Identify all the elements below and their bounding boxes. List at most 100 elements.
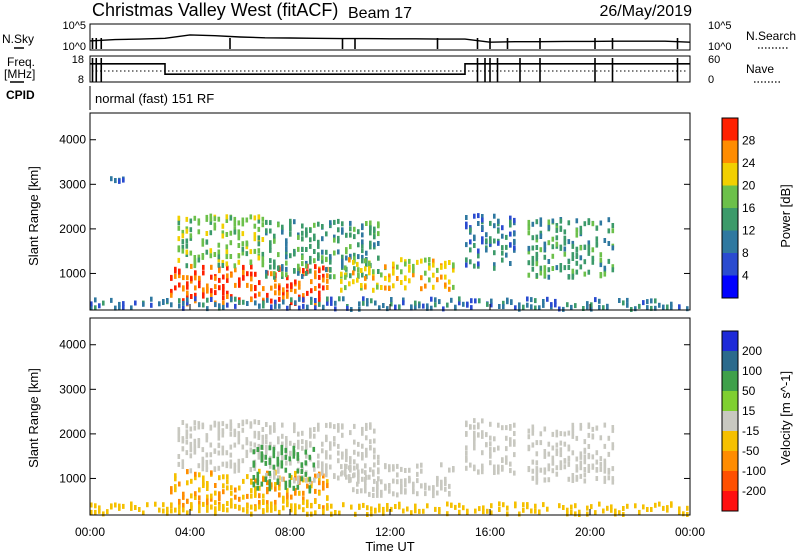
echo-cell (309, 427, 312, 433)
echo-cell (341, 258, 344, 264)
x-tick-label: 00:00 (675, 525, 705, 539)
echo-cell (372, 287, 375, 293)
echo-cell (534, 503, 537, 509)
echo-cell (214, 284, 217, 290)
echo-cell (579, 245, 583, 251)
echo-cell (414, 304, 417, 310)
echo-cell (202, 287, 205, 293)
echo-cell (373, 462, 376, 468)
echo-cell (686, 505, 689, 511)
echo-cell (189, 218, 193, 224)
echo-cell (352, 270, 355, 276)
echo-cell (298, 504, 301, 510)
colorbar-segment (722, 331, 738, 352)
echo-cell (185, 249, 189, 255)
echo-cell (205, 249, 209, 255)
echo-cell (218, 285, 221, 291)
echo-cell (309, 259, 312, 265)
echo-cell (281, 476, 284, 482)
echo-cell (595, 459, 599, 465)
echo-cell (380, 285, 383, 290)
echo-cell (535, 474, 539, 480)
echo-cell (233, 221, 237, 227)
echo-cell (190, 276, 193, 282)
echo-cell (583, 244, 587, 250)
echo-cell (361, 254, 364, 260)
colorbar-tick-label: 16 (742, 201, 756, 215)
echo-cell (514, 501, 517, 507)
echo-cell (214, 506, 217, 512)
echo-cell (353, 252, 356, 258)
echo-cell (424, 270, 427, 276)
echo-cell (194, 285, 197, 291)
echo-cell (177, 257, 181, 263)
colorbar-segment (722, 431, 738, 452)
echo-cell (477, 253, 480, 259)
echo-cell (318, 480, 321, 486)
colorbar-tick-label: -100 (742, 464, 766, 478)
echo-cell (177, 225, 181, 231)
echo-cell (341, 432, 344, 438)
echo-cell (378, 305, 381, 311)
echo-cell (611, 445, 615, 451)
echo-cell (382, 510, 385, 516)
echo-cell (591, 464, 595, 470)
echo-cell (238, 299, 241, 305)
echo-cell (591, 434, 595, 440)
echo-cell (246, 503, 249, 509)
echo-cell (377, 467, 380, 473)
echo-cell (222, 295, 225, 301)
echo-cell (233, 263, 237, 269)
echo-cell (579, 422, 583, 428)
echo-cell (181, 244, 185, 250)
echo-cell (364, 476, 367, 482)
echo-cell (122, 503, 125, 509)
echo-cell (102, 300, 105, 306)
echo-cell (424, 491, 427, 497)
echo-cell (599, 456, 603, 462)
echo-cell (362, 296, 365, 302)
echo-cell (547, 274, 551, 280)
echo-cell (555, 451, 559, 457)
echo-cell (274, 506, 277, 512)
echo-cell (281, 229, 284, 235)
echo-cell (317, 239, 320, 245)
echo-cell (174, 473, 177, 479)
y-tick-label: 3000 (59, 382, 86, 396)
echo-cell (469, 239, 472, 245)
echo-cell (349, 244, 352, 250)
echo-cell (286, 488, 289, 494)
echo-cell (277, 451, 280, 457)
echo-cell (530, 508, 533, 514)
echo-cell (509, 219, 512, 225)
date-label: 26/May/2019 (599, 3, 692, 20)
echo-cell (586, 301, 589, 307)
echo-cell (190, 505, 193, 511)
echo-cell (678, 506, 681, 512)
echo-cell (454, 504, 457, 510)
echo-cell (337, 475, 340, 481)
echo-cell (313, 427, 316, 432)
echo-cell (539, 467, 543, 473)
echo-cell (531, 475, 535, 481)
echo-cell (509, 461, 512, 467)
echo-cell (603, 464, 607, 470)
echo-cell (412, 481, 415, 487)
echo-cell (274, 486, 277, 492)
echo-cell (390, 506, 393, 512)
echo-cell (559, 465, 563, 471)
echo-cell (382, 506, 385, 512)
echo-cell (170, 486, 173, 492)
echo-cell (485, 442, 488, 448)
echo-cell (400, 269, 403, 275)
echo-cell (206, 481, 209, 486)
echo-cell (94, 305, 97, 311)
echo-cell (646, 507, 649, 512)
echo-cell (341, 451, 344, 457)
echo-cell (197, 229, 201, 235)
echo-cell (318, 274, 321, 280)
echo-cell (539, 431, 543, 437)
echo-cell (575, 252, 579, 258)
echo-cell (334, 306, 337, 312)
echo-cell (458, 502, 461, 508)
